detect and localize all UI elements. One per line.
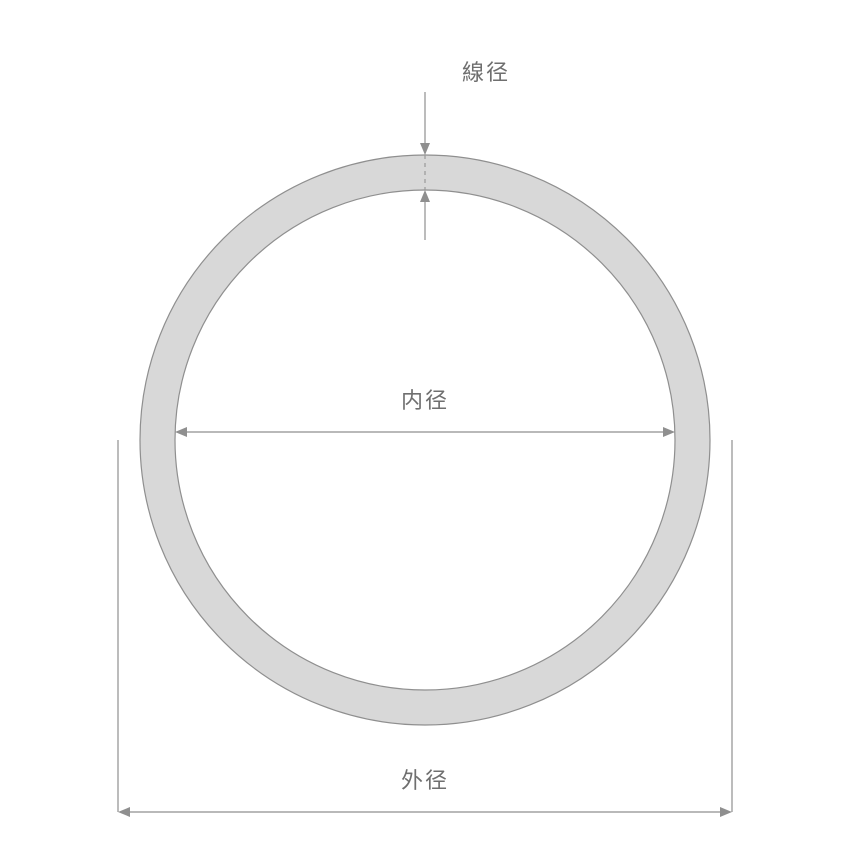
- ring-shape: [140, 155, 710, 725]
- outer-diameter-label: 外径: [401, 768, 449, 793]
- outer-diameter-dimension: 外径: [118, 440, 732, 817]
- wire-diameter-dimension: 線径: [420, 60, 510, 240]
- inner-diameter-label: 内径: [401, 388, 449, 413]
- wire-diameter-label: 線径: [462, 60, 510, 85]
- ring-diagram: 線径 内径 外径: [0, 0, 850, 850]
- inner-diameter-dimension: 内径: [175, 388, 675, 437]
